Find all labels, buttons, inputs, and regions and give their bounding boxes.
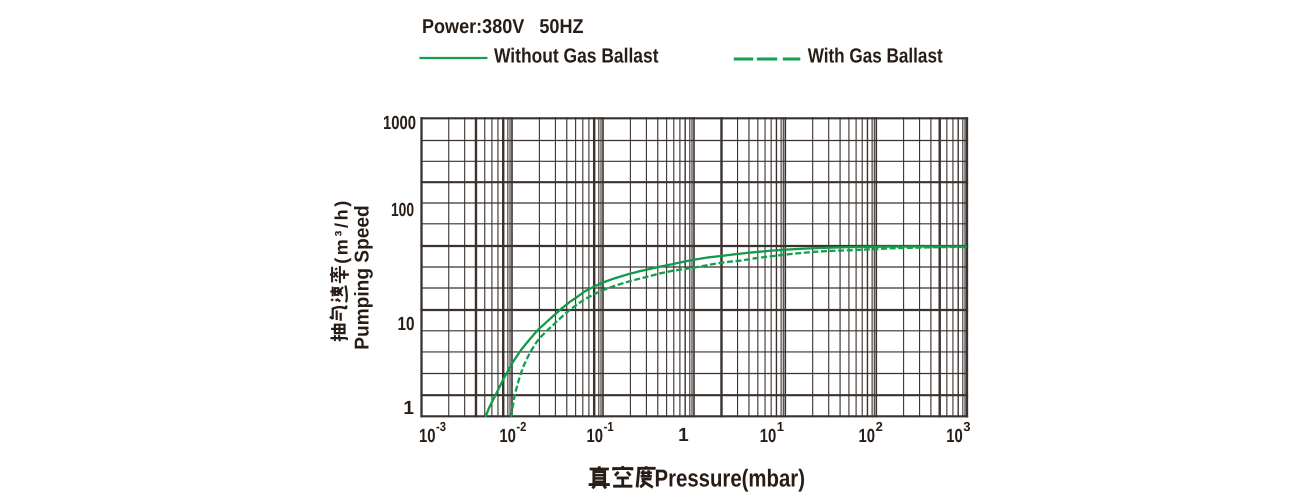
svg-text:Power:380V 50HZ: Power:380V 50HZ [422,16,584,38]
svg-text:1: 1 [403,398,414,419]
svg-text:10: 10 [760,426,777,447]
svg-text:10: 10 [859,426,876,447]
svg-text:3: 3 [963,419,970,434]
svg-text:Pressure(mbar): Pressure(mbar) [655,466,806,493]
svg-text:-1: -1 [604,419,614,434]
svg-text:(m³/h): (m³/h) [332,201,352,264]
svg-text:10: 10 [499,426,516,447]
svg-text:10: 10 [398,314,415,335]
svg-text:10: 10 [419,426,436,447]
svg-text:With Gas Ballast: With Gas Ballast [808,45,943,68]
svg-text:10: 10 [946,426,963,447]
svg-text:100: 100 [391,200,414,221]
svg-text:Pumping Speed: Pumping Speed [351,205,373,350]
svg-text:1: 1 [777,419,784,434]
svg-text:1000: 1000 [383,113,416,134]
svg-text:10: 10 [587,426,604,447]
svg-text:1: 1 [678,425,689,446]
svg-text:2: 2 [876,419,883,434]
svg-text:-2: -2 [516,419,526,434]
svg-text:-3: -3 [436,419,446,434]
svg-text:Without Gas Ballast: Without Gas Ballast [494,45,659,68]
